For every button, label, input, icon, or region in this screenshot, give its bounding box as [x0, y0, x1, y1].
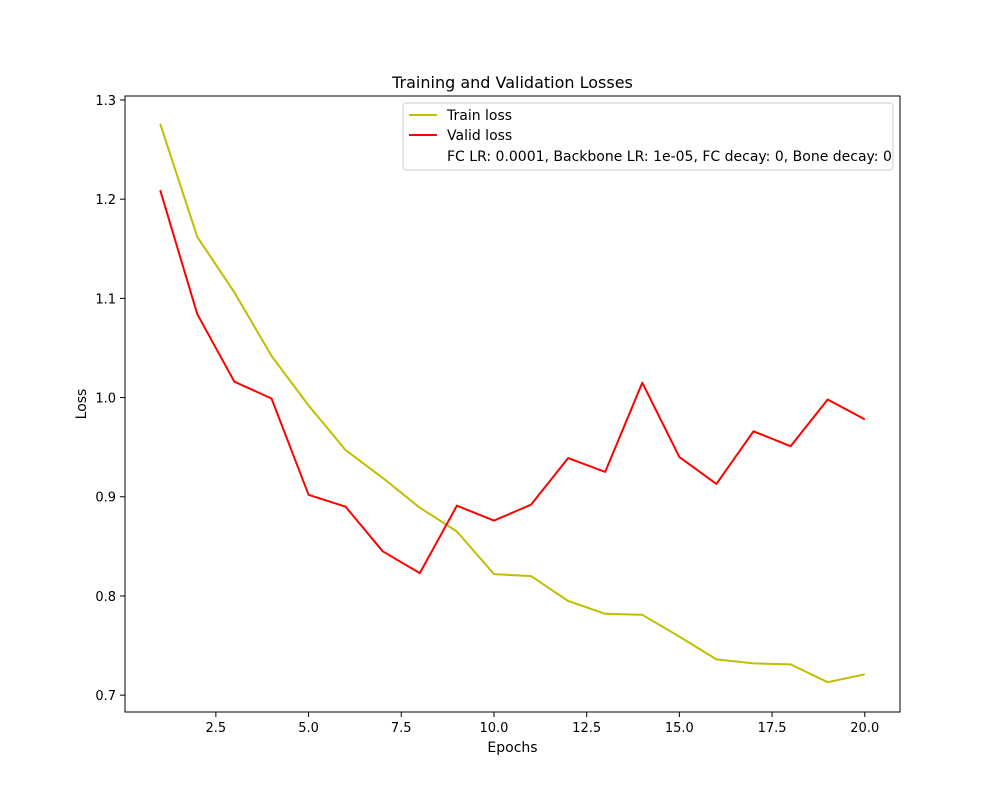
y-tick-label: 0.9: [95, 491, 116, 506]
y-axis-label: Loss: [74, 389, 90, 420]
x-tick-label: 7.5: [391, 721, 412, 736]
y-axis: 0.7 0.8 0.9 1.0 1.1 1.2 1.3: [95, 94, 125, 704]
x-tick-label: 5.0: [298, 721, 319, 736]
y-tick-label: 0.7: [95, 689, 116, 704]
chart-title: Training and Validation Losses: [391, 73, 633, 92]
x-tick-label: 12.5: [572, 721, 601, 736]
y-tick-label: 0.8: [95, 590, 116, 605]
legend-note-hyperparameters: FC LR: 0.0001, Backbone LR: 1e-05, FC de…: [447, 149, 892, 165]
x-axis-label: Epochs: [487, 740, 537, 756]
series-line-train-loss: [159, 123, 866, 684]
y-tick-label: 1.3: [95, 94, 116, 109]
x-axis: 2.5 5.0 7.5 10.0 12.5 15.0 17.5 20.0: [206, 712, 879, 736]
y-tick-label: 1.0: [95, 392, 116, 407]
legend: Train loss Valid loss FC LR: 0.0001, Bac…: [402, 102, 894, 171]
x-tick-label: 10.0: [479, 721, 508, 736]
x-tick-label: 20.0: [850, 721, 879, 736]
x-tick-label: 17.5: [758, 721, 787, 736]
plot-area: [124, 95, 901, 713]
legend-box: [402, 102, 894, 171]
series-lines: [159, 123, 866, 684]
y-tick-label: 1.1: [95, 292, 116, 307]
x-tick-label: 15.0: [665, 721, 694, 736]
series-line-valid-loss: [159, 189, 866, 575]
legend-label-valid-loss: Valid loss: [447, 128, 512, 144]
y-tick-label: 1.2: [95, 193, 116, 208]
x-tick-label: 2.5: [206, 721, 227, 736]
legend-label-train-loss: Train loss: [446, 108, 512, 124]
